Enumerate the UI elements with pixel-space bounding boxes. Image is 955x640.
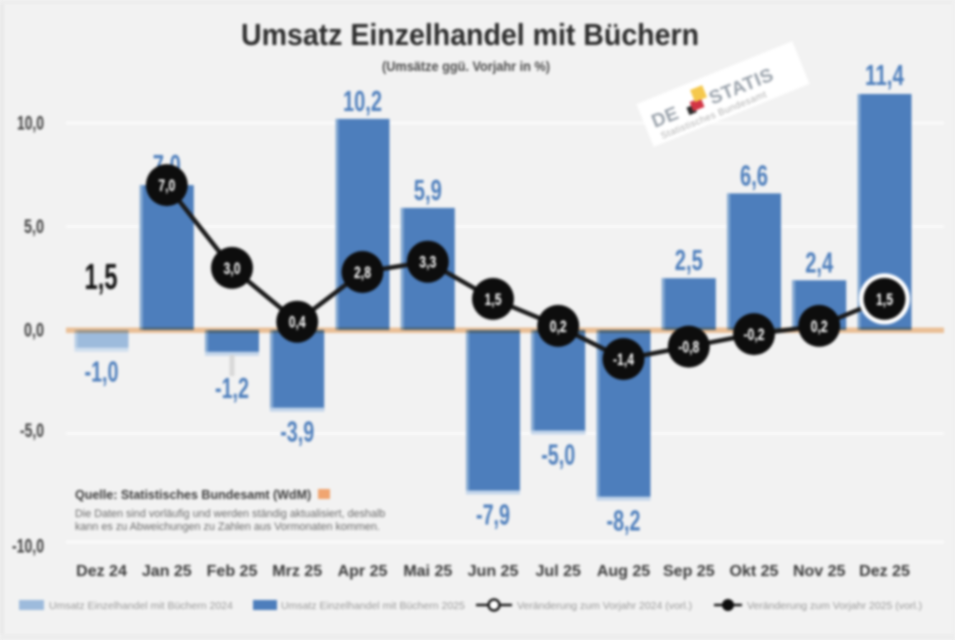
svg-text:6,6: 6,6 <box>740 160 768 192</box>
svg-text:2,5: 2,5 <box>675 245 703 277</box>
svg-text:5,0: 5,0 <box>24 216 44 238</box>
svg-text:-1,2: -1,2 <box>215 373 249 405</box>
svg-text:0,4: 0,4 <box>289 313 306 332</box>
svg-text:Jun 25: Jun 25 <box>468 563 519 580</box>
svg-text:(Umsätze ggü. Vorjahr in %): (Umsätze ggü. Vorjahr in %) <box>382 59 550 74</box>
svg-text:Sep 25: Sep 25 <box>663 563 715 580</box>
svg-text:Dez 24: Dez 24 <box>76 563 127 580</box>
svg-text:-5,0: -5,0 <box>541 440 575 472</box>
svg-text:1,5: 1,5 <box>876 290 893 309</box>
svg-text:Veränderung zum Vorjahr 2025 (: Veränderung zum Vorjahr 2025 (vorl.) <box>747 600 922 612</box>
svg-text:1,5: 1,5 <box>85 256 118 297</box>
svg-text:Aug 25: Aug 25 <box>597 563 650 580</box>
svg-text:-1,4: -1,4 <box>613 350 634 369</box>
svg-text:2,8: 2,8 <box>354 263 371 282</box>
svg-text:-0,8: -0,8 <box>678 338 699 357</box>
svg-text:-7,9: -7,9 <box>476 500 510 532</box>
svg-text:Die Daten sind vorläufig und w: Die Daten sind vorläufig und werden stän… <box>75 508 385 520</box>
svg-text:Dez 25: Dez 25 <box>859 563 910 580</box>
svg-text:Jul 25: Jul 25 <box>536 563 581 580</box>
svg-text:Umsatz Einzelhandel mit Bücher: Umsatz Einzelhandel mit Büchern 2025 <box>281 600 465 612</box>
svg-text:Quelle: Statistisches Bundesam: Quelle: Statistisches Bundesamt (WdM) <box>75 488 311 502</box>
svg-text:Veränderung zum Vorjahr 2024 (: Veränderung zum Vorjahr 2024 (vorl.) <box>517 600 692 612</box>
svg-text:Mrz 25: Mrz 25 <box>272 563 322 580</box>
svg-text:Umsatz Einzelhandel mit Bücher: Umsatz Einzelhandel mit Büchern <box>241 17 699 52</box>
svg-text:-1,0: -1,0 <box>85 357 119 389</box>
svg-text:0,2: 0,2 <box>811 317 828 336</box>
svg-text:kann es zu Abweichungen zu Zah: kann es zu Abweichungen zu Zahlen aus Vo… <box>75 521 380 533</box>
svg-text:Nov 25: Nov 25 <box>793 563 846 580</box>
svg-text:10,2: 10,2 <box>343 86 382 118</box>
svg-text:Apr 25: Apr 25 <box>338 563 388 580</box>
svg-text:1,5: 1,5 <box>485 290 502 309</box>
svg-text:Umsatz Einzelhandel mit Bücher: Umsatz Einzelhandel mit Büchern 2024 <box>49 600 233 612</box>
svg-text:5,9: 5,9 <box>414 175 442 207</box>
svg-text:7,0: 7,0 <box>158 176 175 195</box>
svg-text:-5,0: -5,0 <box>20 420 44 442</box>
svg-text:Jan 25: Jan 25 <box>142 563 192 580</box>
svg-text:3,3: 3,3 <box>419 253 436 272</box>
svg-text:0,0: 0,0 <box>24 320 44 342</box>
svg-text:2,4: 2,4 <box>805 247 833 279</box>
svg-text:0,2: 0,2 <box>550 317 567 336</box>
svg-text:-10,0: -10,0 <box>12 536 44 558</box>
svg-text:-8,2: -8,2 <box>607 506 641 538</box>
svg-text:Feb 25: Feb 25 <box>207 563 258 580</box>
svg-text:10,0: 10,0 <box>17 113 44 135</box>
svg-text:11,4: 11,4 <box>865 60 904 92</box>
svg-text:-0,2: -0,2 <box>744 325 765 344</box>
svg-text:-3,9: -3,9 <box>280 417 314 449</box>
svg-text:Okt 25: Okt 25 <box>730 563 779 580</box>
svg-text:3,0: 3,0 <box>224 259 241 278</box>
svg-text:Mai 25: Mai 25 <box>403 563 452 580</box>
